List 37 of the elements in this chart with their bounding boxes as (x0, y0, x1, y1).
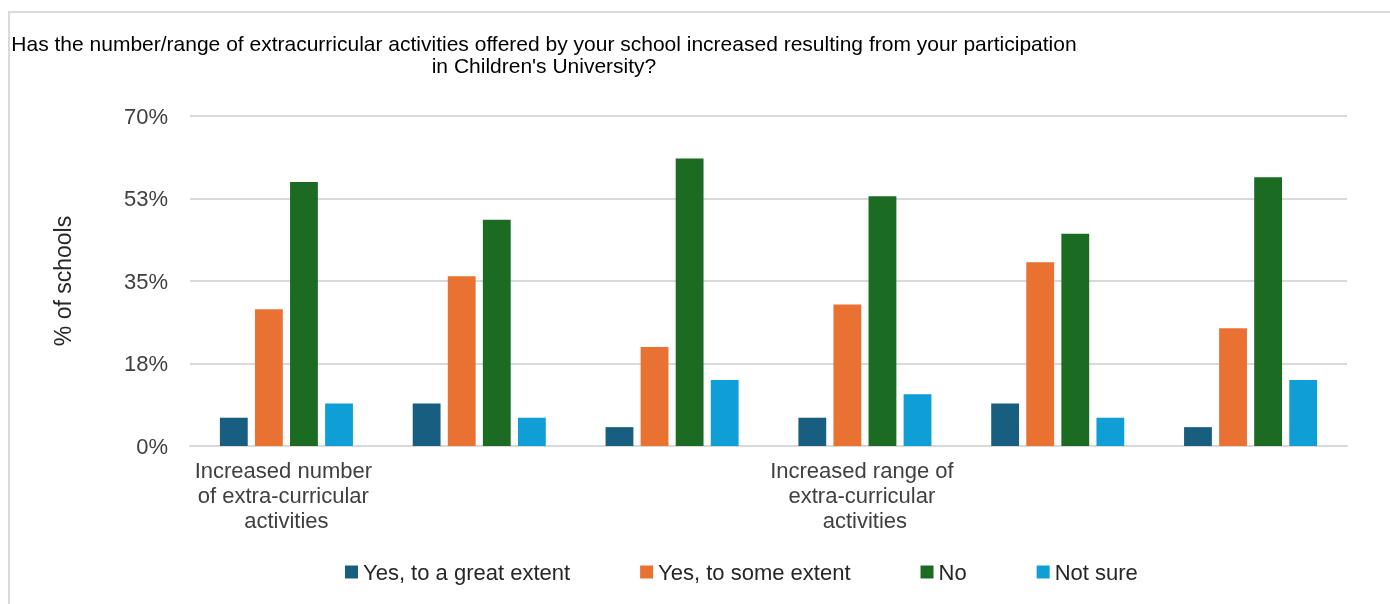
bar (517, 417, 546, 446)
y-axis-title: % of schools (49, 215, 76, 347)
bar (868, 196, 897, 446)
bar (290, 182, 318, 446)
bar (903, 394, 932, 446)
bar (1184, 427, 1212, 446)
y-tick-label: 53% (123, 186, 168, 211)
y-tick-label: 18% (123, 351, 168, 376)
legend-label: Yes, to some extent (658, 559, 851, 585)
bar (605, 427, 634, 446)
chart-title: Has the number/range of extracurricular activities offered by your school increased resulting from your participation in Children's University? (10, 32, 1078, 77)
legend-label: No (938, 559, 967, 585)
bar (991, 403, 1020, 446)
bar (1254, 177, 1283, 446)
bar (412, 403, 441, 446)
y-tick-label: 0% (136, 433, 168, 459)
legend-label: Not sure (1054, 559, 1138, 585)
bar (254, 309, 283, 446)
bar (1289, 380, 1318, 446)
bar (833, 304, 862, 446)
bar (482, 219, 511, 446)
bar (219, 417, 248, 446)
bar (1061, 233, 1090, 446)
bar (1096, 417, 1125, 446)
bar (1219, 328, 1247, 446)
legend-label: Yes, to a great extent (363, 559, 571, 585)
bar (640, 347, 669, 446)
x-tick-label: Increased number of extra-curricular activities (194, 458, 379, 533)
bar (798, 417, 827, 446)
bar (710, 380, 739, 446)
x-tick-label: Increased range of extra-curricular activities (770, 458, 960, 533)
y-tick-label: 70% (123, 103, 168, 129)
bar (447, 276, 476, 446)
y-tick-label: 35% (123, 268, 168, 294)
bar (325, 403, 353, 446)
bar (1026, 262, 1055, 446)
bar (675, 158, 704, 446)
